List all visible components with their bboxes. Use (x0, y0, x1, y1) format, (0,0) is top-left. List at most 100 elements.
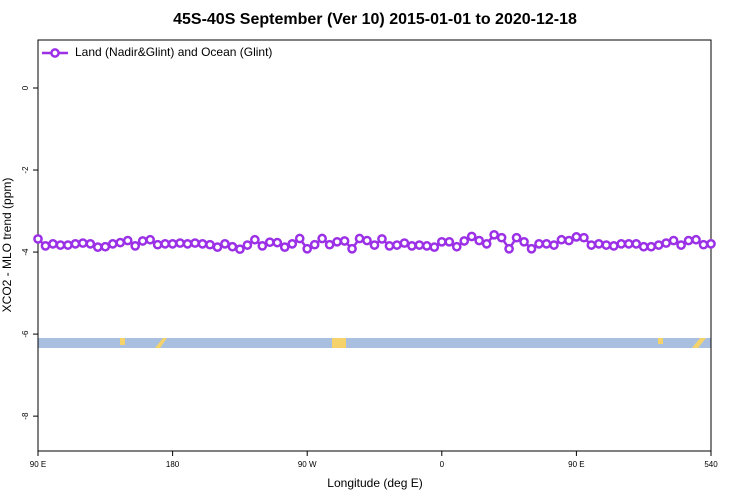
point (601, 240, 612, 250)
point (167, 239, 178, 249)
land-ocean-mask (38, 338, 711, 348)
point (85, 239, 96, 249)
point (571, 232, 582, 242)
point (92, 242, 103, 252)
point (638, 241, 649, 252)
point (436, 236, 447, 247)
point (504, 243, 514, 254)
land-patch (332, 338, 346, 348)
x-tick-label: 90 E (30, 460, 46, 469)
y-tick-label: -2 (21, 166, 30, 174)
y-tick-label: -8 (21, 412, 30, 420)
point (242, 240, 253, 250)
point (137, 236, 148, 246)
point (130, 241, 141, 251)
point (534, 239, 544, 249)
point (33, 234, 43, 244)
point (646, 241, 657, 252)
x-tick-label: 540 (704, 460, 718, 469)
point (414, 240, 425, 250)
point (429, 242, 440, 252)
point (309, 239, 320, 250)
point (579, 232, 589, 243)
y-tick-label: 0 (21, 85, 30, 90)
point (55, 240, 66, 250)
point (347, 243, 357, 254)
point (362, 235, 372, 246)
land-patch (155, 338, 167, 348)
point (175, 238, 185, 248)
point (152, 239, 163, 250)
point (526, 243, 537, 254)
point (287, 239, 298, 249)
point (235, 244, 245, 255)
point (100, 241, 111, 252)
chart-title: 45S-40S September (Ver 10) 2015-01-01 to… (173, 11, 577, 28)
point (586, 240, 597, 250)
point (474, 235, 485, 246)
point (541, 239, 552, 249)
x-tick-label: 180 (166, 460, 180, 469)
point (496, 232, 507, 243)
point (160, 239, 170, 249)
point (264, 237, 275, 248)
point (182, 239, 193, 249)
point (481, 239, 492, 249)
point (683, 235, 694, 246)
point (549, 240, 559, 250)
point (294, 233, 305, 244)
point (399, 238, 410, 248)
point (676, 240, 686, 250)
point (384, 241, 395, 251)
point (706, 239, 716, 249)
point (122, 235, 133, 246)
point (339, 236, 350, 246)
point (451, 241, 462, 252)
x-tick-label: 0 (440, 460, 445, 469)
point (40, 241, 51, 251)
point (392, 240, 402, 250)
point (623, 239, 634, 249)
point (608, 241, 619, 251)
point (377, 234, 387, 244)
point (190, 238, 200, 248)
x-tick-label: 90 W (298, 460, 317, 469)
point (466, 231, 477, 242)
point (78, 238, 88, 248)
point (272, 237, 283, 248)
point (556, 234, 567, 245)
point (631, 239, 642, 249)
point (489, 229, 499, 240)
land-patch (692, 338, 706, 348)
point (63, 240, 73, 250)
legend-marker (50, 48, 60, 58)
point (279, 242, 290, 252)
y-tick-label: -6 (21, 330, 30, 338)
point (227, 241, 238, 252)
point (197, 239, 208, 249)
point (302, 243, 313, 254)
point (698, 239, 709, 250)
point (519, 236, 529, 247)
point (354, 233, 365, 244)
point (369, 240, 380, 250)
point (564, 235, 574, 246)
point (653, 240, 664, 250)
point (459, 236, 470, 246)
land-patch (120, 338, 125, 345)
point (70, 239, 81, 249)
legend-label: Land (Nadir&Glint) and Ocean (Glint) (75, 45, 272, 59)
point (444, 236, 455, 247)
point (691, 234, 701, 245)
ocean-band (38, 338, 711, 348)
point (616, 239, 627, 249)
point (107, 239, 118, 249)
point (421, 241, 432, 251)
point (257, 241, 268, 251)
point (220, 239, 230, 249)
point (145, 234, 156, 245)
point (48, 239, 58, 249)
land-patch (658, 338, 663, 344)
point (212, 242, 223, 252)
